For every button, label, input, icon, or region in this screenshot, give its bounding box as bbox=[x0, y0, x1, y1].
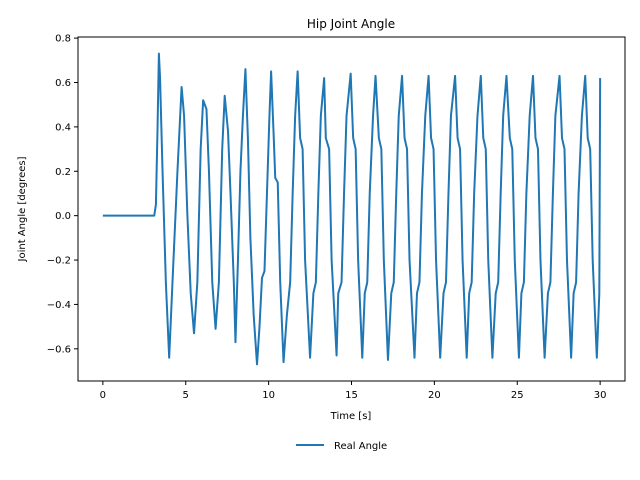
x-tick-label: 10 bbox=[262, 390, 275, 401]
x-tick-label: 30 bbox=[594, 390, 607, 401]
legend: Real Angle bbox=[296, 441, 387, 452]
y-tick-label: 0.2 bbox=[55, 167, 71, 178]
y-tick-label: −0.4 bbox=[47, 300, 71, 311]
legend-label-real-angle: Real Angle bbox=[334, 441, 387, 452]
x-tick-label: 15 bbox=[345, 390, 358, 401]
y-tick-label: 0.4 bbox=[55, 122, 71, 133]
y-tick-label: 0.8 bbox=[55, 34, 71, 45]
series-line-real-angle bbox=[102, 52, 602, 366]
y-tick-label: 0.0 bbox=[55, 211, 71, 222]
series-layer bbox=[102, 52, 602, 366]
x-axis-label: Time [s] bbox=[330, 411, 372, 422]
y-axis: −0.6 −0.4 −0.2 0.0 0.2 0.4 0.6 0.8 bbox=[47, 34, 78, 355]
y-axis-label: Joint Angle [degrees] bbox=[17, 156, 28, 262]
y-tick-label: −0.6 bbox=[47, 344, 71, 355]
x-tick-label: 25 bbox=[511, 390, 524, 401]
y-tick-label: 0.6 bbox=[55, 78, 71, 89]
y-tick-label: −0.2 bbox=[47, 256, 71, 267]
chart-title: Hip Joint Angle bbox=[307, 17, 395, 31]
x-tick-label: 0 bbox=[100, 390, 106, 401]
x-tick-label: 5 bbox=[183, 390, 189, 401]
x-tick-label: 20 bbox=[428, 390, 441, 401]
x-axis: 0 5 10 15 20 25 30 bbox=[100, 381, 607, 401]
